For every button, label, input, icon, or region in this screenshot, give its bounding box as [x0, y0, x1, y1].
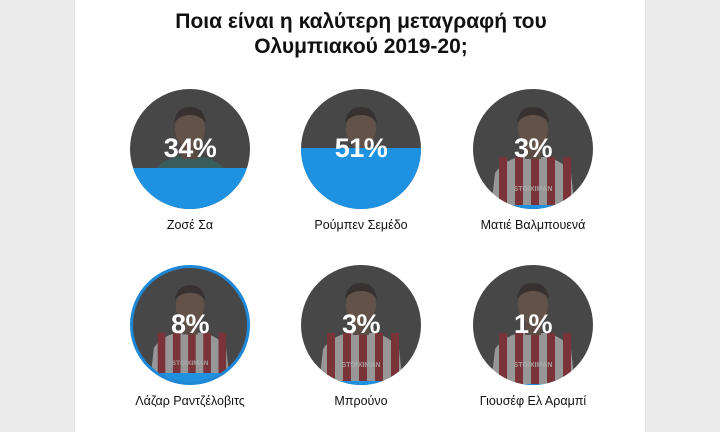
poll-option-youssef-el-arabi[interactable]: STOIXIMAN 1% Γιουσέφ Ελ Αραμπί [453, 265, 613, 425]
sponsor-logo: STOIXIMAN [342, 362, 381, 369]
player-name[interactable]: Μπρούνο [334, 394, 388, 408]
head-shape [346, 286, 376, 324]
hair-shape [174, 107, 206, 123]
shirt-shape [491, 157, 575, 209]
vote-fill-bar [473, 205, 593, 209]
vote-fill-bar [130, 168, 250, 209]
head-shape [518, 286, 548, 324]
shirt-shape [319, 333, 403, 385]
player-name[interactable]: Ματιέ Βαλμπουενά [480, 218, 586, 232]
player-photo: STOIXIMAN [319, 283, 403, 385]
player-photo-circle[interactable]: STOIXIMAN 34% [130, 89, 250, 209]
player-photo-circle[interactable]: STOIXIMAN 3% [301, 265, 421, 385]
head-shape [175, 287, 205, 325]
player-name[interactable]: Γιουσέφ Ελ Αραμπί [479, 394, 587, 408]
sponsor-logo: STOIXIMAN [172, 360, 209, 367]
shirt-shape [491, 333, 575, 385]
poll-title-line-1: Ποια είναι η καλύτερη μεταγραφή του [175, 10, 547, 33]
hair-shape [517, 283, 549, 299]
head-shape [175, 110, 205, 148]
poll-title: Ποια είναι η καλύτερη μεταγραφή του Ολυμ… [75, 9, 647, 59]
vote-percentage: 8% [170, 308, 210, 339]
poll-option-bruno[interactable]: STOIXIMAN 3% Μπρούνο [281, 265, 441, 425]
player-photo-circle[interactable]: STOIXIMAN 8% [130, 265, 250, 385]
vote-fill-bar [301, 147, 421, 209]
player-photo: STOIXIMAN [150, 285, 230, 382]
hair-shape [517, 107, 549, 123]
player-photo-circle[interactable]: STOIXIMAN 51% [301, 89, 421, 209]
vote-percentage: 51% [334, 132, 388, 163]
vote-fill-bar [301, 381, 421, 385]
vote-fill-bar [473, 383, 593, 385]
player-photo: STOIXIMAN [491, 283, 575, 385]
head-shape [346, 110, 376, 148]
vote-fill-bar [133, 372, 247, 382]
sponsor-logo: STOIXIMAN [514, 362, 553, 369]
poll-option-lazar-randjelovic[interactable]: STOIXIMAN 8% Λάζαρ Ραντζέλοβιτς [110, 265, 270, 425]
player-photo-circle[interactable]: STOIXIMAN 3% [473, 89, 593, 209]
poll-option-jose-sa[interactable]: STOIXIMAN 34% Ζοσέ Σα [110, 89, 270, 249]
poll-widget: Ποια είναι η καλύτερη μεταγραφή του Ολυμ… [74, 0, 646, 432]
vote-percentage: 1% [513, 308, 553, 339]
vote-percentage: 3% [513, 132, 553, 163]
poll-option-mathieu-valbuena[interactable]: STOIXIMAN 3% Ματιέ Βαλμπουενά [453, 89, 613, 249]
player-name[interactable]: Λάζαρ Ραντζέλοβιτς [135, 394, 245, 408]
sponsor-logo: STOIXIMAN [514, 186, 553, 193]
shirt-shape [150, 332, 230, 382]
poll-option-ruben-semedo[interactable]: STOIXIMAN 51% Ρούμπεν Σεμέδο [281, 89, 441, 249]
player-name[interactable]: Ρούμπεν Σεμέδο [314, 218, 408, 232]
player-photo: STOIXIMAN [491, 107, 575, 209]
hair-shape [345, 107, 377, 123]
poll-title-line-2: Ολυμπιακού 2019-20; [254, 35, 468, 58]
vote-percentage: 34% [163, 132, 217, 163]
hair-shape [345, 283, 377, 299]
head-shape [518, 110, 548, 148]
player-name[interactable]: Ζοσέ Σα [166, 218, 214, 232]
vote-percentage: 3% [341, 308, 381, 339]
player-photo-circle[interactable]: STOIXIMAN 1% [473, 265, 593, 385]
